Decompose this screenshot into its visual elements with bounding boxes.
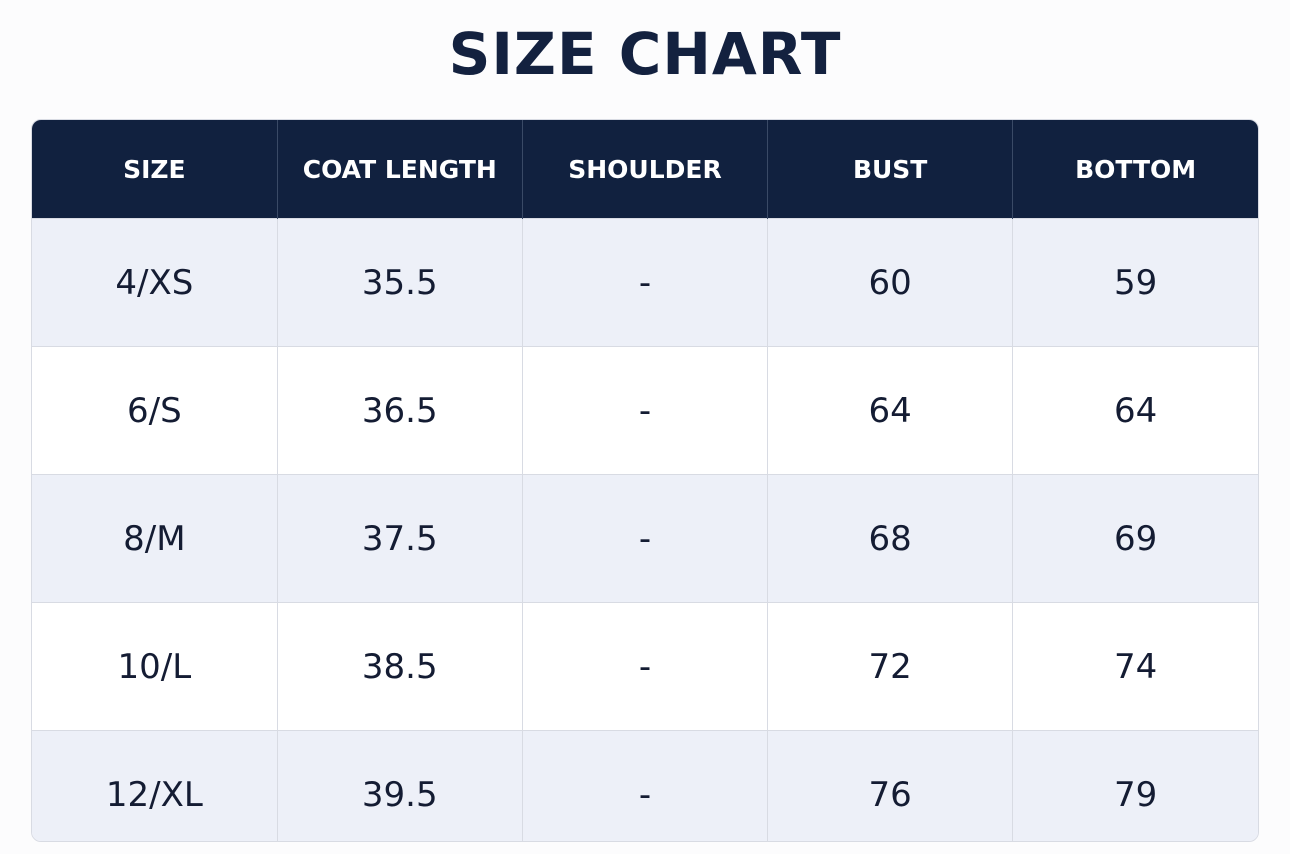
table-cell: 59	[1012, 218, 1258, 347]
column-header: BUST	[767, 120, 1014, 219]
table-cell: 39.5	[277, 730, 523, 841]
table-cell: -	[522, 730, 769, 841]
table-cell: -	[522, 218, 769, 347]
table-cell: 69	[1012, 474, 1258, 603]
size-table: SIZE COAT LENGTH SHOULDER BUST BOTTOM 4/XS 35…	[32, 120, 1258, 841]
column-header: SIZE	[32, 120, 278, 219]
table-cell: 12/XL	[32, 730, 278, 841]
table-cell: 64	[767, 346, 1014, 475]
table-cell: 74	[1012, 602, 1258, 731]
title: SIZE CHART	[448, 20, 842, 88]
table-row: 12/XL 39.5-76 79	[32, 730, 1258, 841]
table-cell: 68	[767, 474, 1014, 603]
table-cell: 64	[1012, 346, 1258, 475]
table-row: 4/XS 35.5-60 59	[32, 218, 1258, 347]
column-header: SHOULDER	[522, 120, 769, 219]
table-container: SIZE COAT LENGTH SHOULDER BUST BOTTOM 4/XS 35…	[31, 119, 1259, 842]
table-cell: -	[522, 346, 769, 475]
table-cell: 8/M	[32, 474, 278, 603]
column-header: COAT LENGTH	[277, 120, 523, 219]
table-cell: 36.5	[277, 346, 523, 475]
table-cell: 10/L	[32, 602, 278, 731]
table-cell: 4/XS	[32, 218, 278, 347]
header-row: SIZE COAT LENGTH SHOULDER BUST BOTTOM	[32, 120, 1258, 219]
column-header: BOTTOM	[1012, 120, 1258, 219]
table-cell: 37.5	[277, 474, 523, 603]
table-row: 6/S 36.5-64 64	[32, 346, 1258, 475]
table-row: 8/M 37.5-68 69	[32, 474, 1258, 603]
table-body: 4/XS 35.5-60 59 6/S 36.5-64 64 8/M 37.5-68 69 10/…	[32, 218, 1258, 841]
table-cell: 35.5	[277, 218, 523, 347]
table-cell: 79	[1012, 730, 1258, 841]
table-cell: 72	[767, 602, 1014, 731]
table-row: 10/L 38.5-72 74	[32, 602, 1258, 731]
table-cell: 38.5	[277, 602, 523, 731]
table-cell: 76	[767, 730, 1014, 841]
table-cell: 60	[767, 218, 1014, 347]
table-cell: 6/S	[32, 346, 278, 475]
table-cell: -	[522, 474, 769, 603]
table-cell: -	[522, 602, 769, 731]
